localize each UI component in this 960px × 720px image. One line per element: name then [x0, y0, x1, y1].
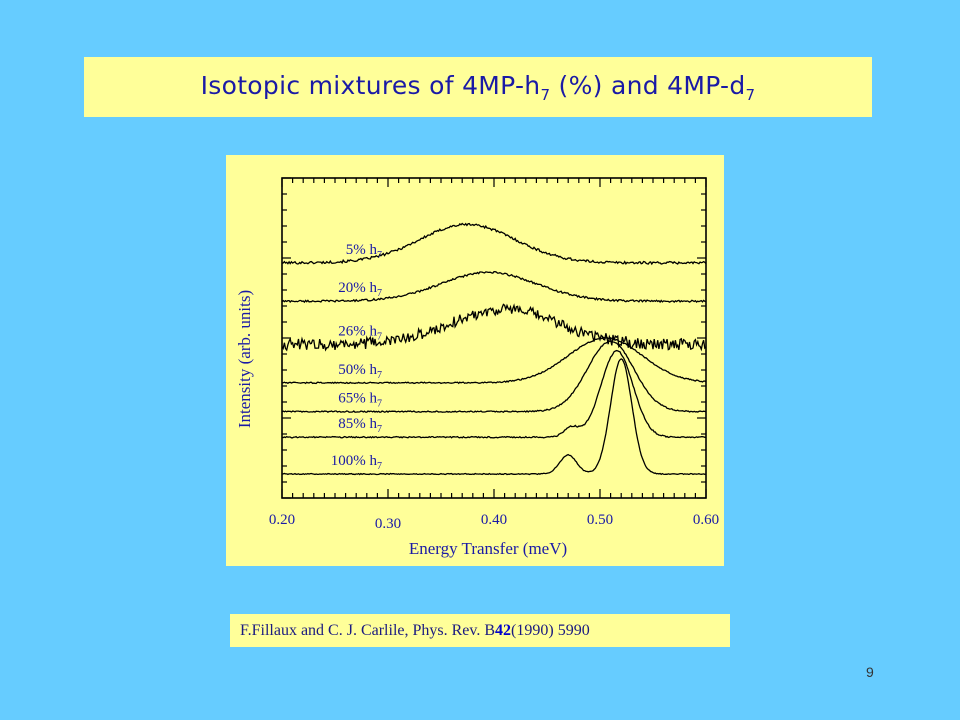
- citation-suffix: (1990) 5990: [511, 621, 590, 639]
- axis-ticks: [281, 177, 707, 499]
- page-number: 9: [866, 664, 874, 680]
- title-prefix: Isotopic mixtures of 4MP-h: [200, 70, 541, 100]
- slide-title: Isotopic mixtures of 4MP-h7 (%) and 4MP-…: [201, 71, 756, 104]
- series-labels: 5% h7 20% h7 26% h7 50% h7 65% h7 85% h7 100% …: [331, 242, 382, 472]
- series-label: 50% h7: [338, 362, 382, 381]
- series-label: 26% h7: [338, 323, 382, 342]
- x-tick-label: 0.40: [481, 512, 507, 528]
- series-line: [281, 349, 706, 439]
- series-group: [281, 222, 707, 476]
- title-box: Isotopic mixtures of 4MP-h7 (%) and 4MP-…: [84, 57, 872, 117]
- series-line: [281, 303, 707, 352]
- series-label: 5% h7: [346, 242, 382, 261]
- series-line: [281, 271, 707, 304]
- citation-prefix: F.Fillaux and C. J. Carlile, Phys. Rev. …: [240, 621, 496, 639]
- series-line: [281, 336, 707, 385]
- citation-volume: 42: [495, 621, 512, 639]
- series-line: [281, 358, 707, 476]
- series-label: 100% h7: [331, 453, 382, 472]
- plot-panel: 5% h7 20% h7 26% h7 50% h7 65% h7 85% h7 100% …: [226, 155, 724, 566]
- spectra-chart: 5% h7 20% h7 26% h7 50% h7 65% h7 85% h7 100% …: [235, 177, 719, 558]
- title-middle: (%) and 4MP-d: [550, 70, 746, 100]
- citation-box: F.Fillaux and C. J. Carlile, Phys. Rev. …: [230, 614, 730, 647]
- x-tick-label: 0.60: [693, 512, 719, 528]
- series-label: 65% h7: [338, 391, 382, 410]
- x-tick-label: 0.50: [587, 512, 613, 528]
- series-label: 20% h7: [338, 280, 382, 299]
- series-line: [281, 222, 707, 266]
- title-subscript-2: 7: [745, 85, 756, 104]
- x-axis-label: Energy Transfer (meV): [409, 539, 567, 558]
- series-label: 85% h7: [338, 416, 382, 435]
- x-tick-labels: 0.20 0.30 0.40 0.50 0.60: [269, 512, 719, 532]
- series-line: [281, 340, 707, 413]
- x-tick-label: 0.20: [269, 512, 295, 528]
- x-tick-label: 0.30: [375, 516, 401, 532]
- y-axis-label: Intensity (arb. units): [235, 290, 254, 428]
- title-subscript-1: 7: [540, 85, 551, 104]
